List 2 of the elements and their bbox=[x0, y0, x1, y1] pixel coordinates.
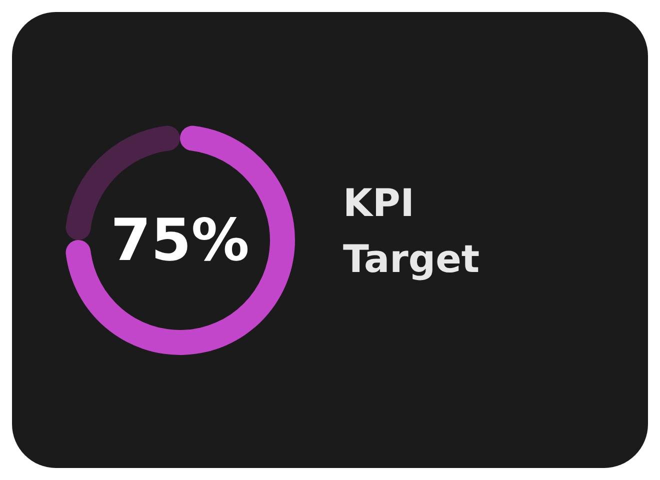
text: KPI Target bbox=[343, 181, 480, 281]
text: 75% bbox=[110, 206, 250, 274]
